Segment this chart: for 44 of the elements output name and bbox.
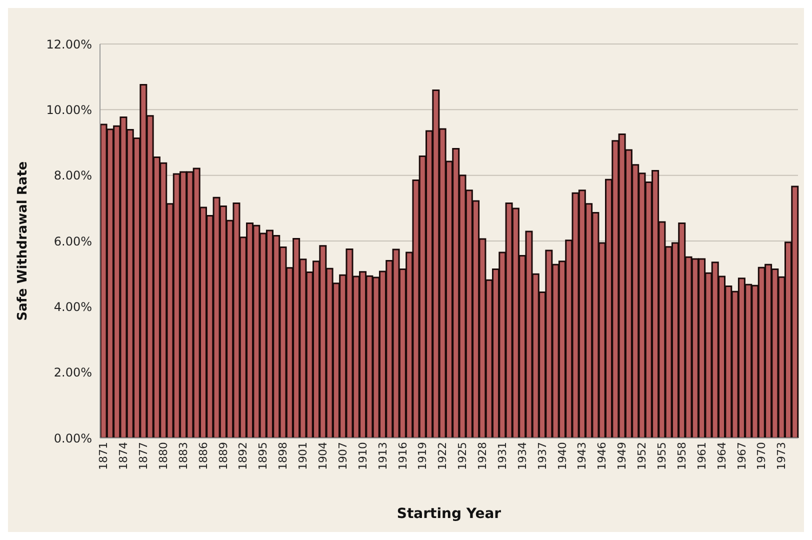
x-tick-label: 1883: [176, 442, 190, 470]
x-tick-label: 1904: [316, 442, 330, 470]
x-tick-label: 1871: [97, 442, 110, 470]
x-tick-label: 1955: [656, 442, 669, 470]
y-tick-label: 12.00%: [46, 37, 92, 52]
x-tick-label: 1877: [137, 442, 150, 470]
y-tick-label: 6.00%: [54, 234, 92, 248]
x-tick-label: 1931: [496, 442, 509, 470]
x-tick-label: 1934: [516, 442, 529, 470]
x-tick-label: 1895: [256, 442, 270, 470]
y-tick-label: 8.00%: [54, 168, 92, 183]
x-tick-label: 1964: [715, 442, 728, 470]
y-tick-label: 2.00%: [54, 366, 92, 380]
y-tick-label: 4.00%: [54, 300, 92, 314]
x-tick-label: 1907: [336, 442, 350, 470]
x-tick-label: 1925: [456, 442, 470, 470]
y-tick-label: 10.00%: [46, 102, 92, 117]
x-tick-label: 1892: [236, 442, 250, 470]
x-tick-label: 1922: [436, 442, 450, 470]
x-tick-label: 1937: [536, 442, 549, 470]
x-tick-label: 1943: [576, 442, 589, 470]
x-tick-label: 1928: [476, 442, 490, 470]
y-tick-label: 0.00%: [54, 431, 92, 446]
x-tick-label: 1913: [376, 442, 390, 470]
x-tick-label: 1910: [356, 442, 370, 470]
x-tick-label: 1889: [216, 442, 230, 470]
x-tick-label: 1901: [296, 442, 310, 470]
x-tick-label: 1973: [775, 442, 788, 470]
x-tick-label: 1874: [117, 442, 130, 470]
x-tick-label: 1880: [156, 442, 170, 470]
x-tick-label: 1946: [596, 442, 609, 470]
x-tick-label: 1961: [695, 442, 708, 470]
x-tick-label: 1970: [755, 442, 768, 470]
x-tick-label: 1949: [616, 442, 629, 470]
x-tick-label: 1916: [396, 442, 410, 470]
y-axis-title: Safe Withdrawal Rate: [16, 161, 31, 321]
x-tick-label: 1967: [735, 442, 748, 470]
x-axis-title: Starting Year: [396, 506, 502, 522]
x-tick-label: 1898: [276, 442, 290, 470]
x-tick-label: 1952: [636, 442, 649, 470]
x-tick-label: 1886: [196, 442, 210, 470]
x-tick-label: 1919: [416, 442, 430, 470]
x-tick-label: 1958: [675, 442, 688, 470]
x-tick-label: 1940: [556, 442, 569, 470]
